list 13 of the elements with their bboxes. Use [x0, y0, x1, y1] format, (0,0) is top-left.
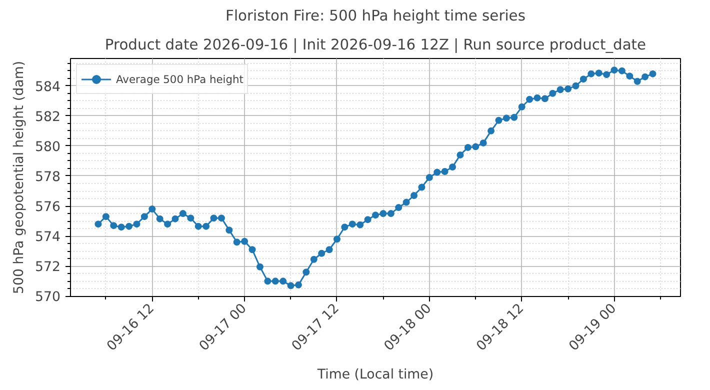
- y-tick-label: 578: [35, 170, 61, 185]
- y-axis-title: 500 hPa geopotential height (dam): [12, 60, 28, 294]
- y-tick-label: 576: [35, 200, 61, 216]
- y-tick-label: 574: [35, 230, 61, 246]
- chart-title: Floriston Fire: 500 hPa height time series: [226, 8, 526, 24]
- chart-subtitle: Product date 2026-09-16 | Init 2026-09-16 12Z | Run source product_date: [104, 36, 646, 54]
- y-tick-label: 572: [35, 260, 61, 276]
- y-tick-label: 582: [35, 110, 61, 125]
- legend-label: Average 500 hPa height: [116, 72, 244, 86]
- y-tick-label: 580: [35, 140, 61, 155]
- y-tick-label: 570: [35, 290, 61, 306]
- y-tick-label: 584: [35, 80, 61, 95]
- x-axis-title: Time (Local time): [316, 367, 434, 382]
